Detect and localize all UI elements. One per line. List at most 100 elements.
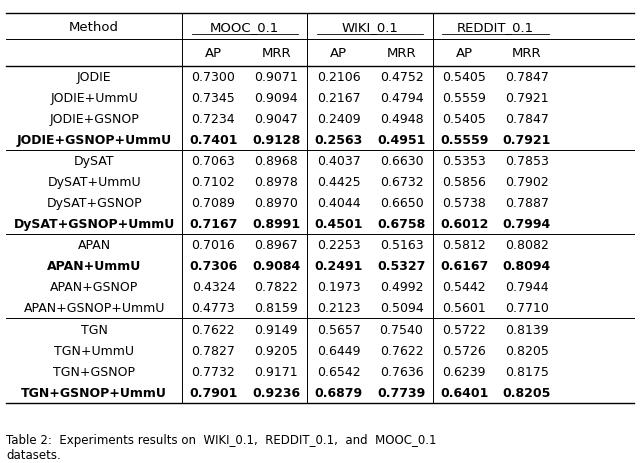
Text: 0.7827: 0.7827 [191, 344, 236, 357]
Text: MOOC_0.1: MOOC_0.1 [210, 21, 280, 34]
Text: 0.2123: 0.2123 [317, 302, 360, 315]
Text: 0.7739: 0.7739 [378, 386, 426, 399]
Text: Method: Method [69, 21, 119, 34]
Text: 0.4324: 0.4324 [191, 281, 235, 294]
Text: REDDIT_0.1: REDDIT_0.1 [457, 21, 534, 34]
Text: 0.4501: 0.4501 [315, 218, 363, 231]
Text: 0.7401: 0.7401 [189, 134, 237, 147]
Text: 0.4794: 0.4794 [380, 92, 423, 105]
Text: 0.8139: 0.8139 [505, 323, 548, 336]
Text: 0.5657: 0.5657 [317, 323, 361, 336]
Text: 0.7732: 0.7732 [191, 365, 236, 378]
Text: 0.7636: 0.7636 [380, 365, 423, 378]
Text: 0.9149: 0.9149 [254, 323, 298, 336]
Text: 0.7089: 0.7089 [191, 197, 236, 210]
Text: JODIE+UmmU: JODIE+UmmU [51, 92, 138, 105]
Text: 0.4992: 0.4992 [380, 281, 423, 294]
Text: APAN+UmmU: APAN+UmmU [47, 260, 141, 273]
Text: 0.9171: 0.9171 [254, 365, 298, 378]
Text: 0.8159: 0.8159 [254, 302, 298, 315]
Text: MRR: MRR [261, 47, 291, 60]
Text: TGN+UmmU: TGN+UmmU [54, 344, 134, 357]
Text: AP: AP [456, 47, 473, 60]
Text: 0.6401: 0.6401 [440, 386, 488, 399]
Text: 0.7016: 0.7016 [191, 239, 236, 252]
Text: 0.6732: 0.6732 [380, 176, 423, 189]
Text: 0.5559: 0.5559 [440, 134, 488, 147]
Text: 0.4752: 0.4752 [380, 71, 424, 84]
Text: 0.5327: 0.5327 [378, 260, 426, 273]
Text: 0.7063: 0.7063 [191, 155, 236, 168]
Text: 0.5559: 0.5559 [442, 92, 486, 105]
Text: APAN: APAN [77, 239, 111, 252]
Text: TGN+GSNOP+UmmU: TGN+GSNOP+UmmU [21, 386, 167, 399]
Text: DySAT+GSNOP+UmmU: DySAT+GSNOP+UmmU [13, 218, 175, 231]
Text: 0.4044: 0.4044 [317, 197, 360, 210]
Text: 0.7102: 0.7102 [191, 176, 236, 189]
Text: 0.8175: 0.8175 [505, 365, 549, 378]
Text: 0.8991: 0.8991 [252, 218, 300, 231]
Text: 0.7167: 0.7167 [189, 218, 237, 231]
Text: JODIE+GSNOP+UmmU: JODIE+GSNOP+UmmU [17, 134, 172, 147]
Text: 0.2491: 0.2491 [315, 260, 363, 273]
Text: 0.7921: 0.7921 [503, 134, 551, 147]
Text: 0.5738: 0.5738 [442, 197, 486, 210]
Text: 0.5094: 0.5094 [380, 302, 424, 315]
Text: DySAT+UmmU: DySAT+UmmU [47, 176, 141, 189]
Text: WIKI_0.1: WIKI_0.1 [342, 21, 399, 34]
Text: 0.8968: 0.8968 [254, 155, 298, 168]
Text: 0.4773: 0.4773 [191, 302, 236, 315]
Text: MRR: MRR [387, 47, 417, 60]
Text: 0.5726: 0.5726 [442, 344, 486, 357]
Text: 0.7622: 0.7622 [380, 344, 423, 357]
Text: 0.6167: 0.6167 [440, 260, 488, 273]
Text: 0.5442: 0.5442 [442, 281, 486, 294]
Text: 0.6012: 0.6012 [440, 218, 488, 231]
Text: 0.5405: 0.5405 [442, 71, 486, 84]
Text: 0.9128: 0.9128 [252, 134, 300, 147]
Text: 0.7994: 0.7994 [503, 218, 551, 231]
Text: 0.7887: 0.7887 [505, 197, 549, 210]
Text: 0.7306: 0.7306 [189, 260, 237, 273]
Text: 0.8205: 0.8205 [503, 386, 551, 399]
Text: 0.4037: 0.4037 [317, 155, 361, 168]
Text: 0.9236: 0.9236 [252, 386, 300, 399]
Text: 0.5722: 0.5722 [442, 323, 486, 336]
Text: 0.7622: 0.7622 [191, 323, 235, 336]
Text: Table 2:  Experiments results on  WIKI_0.1,  REDDIT_0.1,  and  MOOC_0.1
datasets: Table 2: Experiments results on WIKI_0.1… [6, 433, 437, 461]
Text: 0.9205: 0.9205 [254, 344, 298, 357]
Text: 0.7234: 0.7234 [191, 113, 235, 126]
Text: 0.8205: 0.8205 [505, 344, 549, 357]
Text: 0.5812: 0.5812 [442, 239, 486, 252]
Text: 0.9094: 0.9094 [254, 92, 298, 105]
Text: 0.2167: 0.2167 [317, 92, 360, 105]
Text: MRR: MRR [512, 47, 542, 60]
Text: 0.9047: 0.9047 [254, 113, 298, 126]
Text: 0.4951: 0.4951 [378, 134, 426, 147]
Text: APAN+GSNOP+UmmU: APAN+GSNOP+UmmU [24, 302, 165, 315]
Text: JODIE: JODIE [77, 71, 111, 84]
Text: 0.7345: 0.7345 [191, 92, 236, 105]
Text: 0.8970: 0.8970 [254, 197, 298, 210]
Text: 0.7944: 0.7944 [505, 281, 548, 294]
Text: 0.5405: 0.5405 [442, 113, 486, 126]
Text: 0.2253: 0.2253 [317, 239, 360, 252]
Text: 0.7822: 0.7822 [254, 281, 298, 294]
Text: 0.2106: 0.2106 [317, 71, 360, 84]
Text: AP: AP [330, 47, 348, 60]
Text: 0.7540: 0.7540 [380, 323, 424, 336]
Text: 0.8967: 0.8967 [254, 239, 298, 252]
Text: 0.7847: 0.7847 [505, 113, 549, 126]
Text: 0.2563: 0.2563 [315, 134, 363, 147]
Text: APAN+GSNOP: APAN+GSNOP [50, 281, 138, 294]
Text: DySAT: DySAT [74, 155, 115, 168]
Text: 0.6542: 0.6542 [317, 365, 360, 378]
Text: 0.9071: 0.9071 [254, 71, 298, 84]
Text: TGN: TGN [81, 323, 108, 336]
Text: 0.6239: 0.6239 [442, 365, 486, 378]
Text: 0.2409: 0.2409 [317, 113, 360, 126]
Text: 0.7710: 0.7710 [505, 302, 549, 315]
Text: 0.8978: 0.8978 [254, 176, 298, 189]
Text: 0.1973: 0.1973 [317, 281, 360, 294]
Text: 0.7847: 0.7847 [505, 71, 549, 84]
